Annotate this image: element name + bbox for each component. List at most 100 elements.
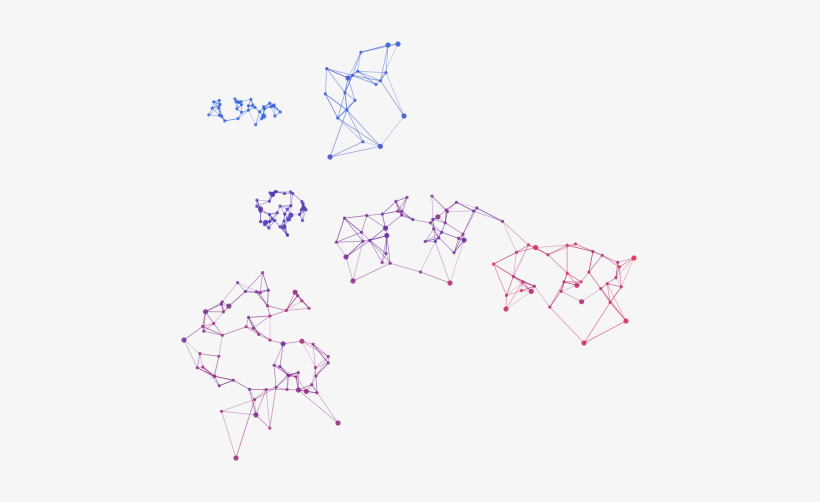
network-edge [441, 222, 446, 233]
network-node [314, 374, 318, 378]
network-edge [381, 210, 399, 215]
network-edge [395, 196, 408, 202]
network-edge [462, 207, 478, 235]
network-edge [615, 277, 622, 288]
network-edge [347, 77, 356, 101]
network-edge [290, 193, 294, 207]
network-edge [237, 282, 246, 292]
network-node [280, 341, 286, 347]
network-edge [249, 388, 257, 416]
network-edge [247, 109, 257, 126]
network-edge [366, 213, 383, 216]
network-node [431, 217, 435, 221]
network-node [475, 206, 479, 210]
network-edge [285, 291, 296, 311]
network-edge [549, 290, 562, 308]
network-node [289, 204, 293, 208]
network-edge [199, 353, 204, 368]
network-edge [535, 244, 568, 248]
network-node [359, 50, 363, 54]
network-node [267, 212, 272, 217]
network-node [258, 209, 263, 213]
network-edge [203, 330, 223, 336]
network-node [272, 363, 276, 367]
network-node [267, 199, 271, 203]
network-edge [385, 214, 403, 229]
network-edge [424, 228, 435, 242]
network-edge [252, 327, 271, 341]
network-edge [534, 285, 551, 308]
network-node [511, 274, 515, 279]
network-edge [202, 325, 223, 336]
network-node [207, 113, 211, 117]
network-node [500, 219, 505, 223]
network-node [394, 199, 398, 203]
network-edge [335, 217, 345, 243]
network-edge [606, 283, 622, 288]
network-edge [326, 68, 353, 76]
network-node [258, 110, 262, 114]
network-edge [473, 210, 503, 222]
network-edge [575, 243, 603, 256]
network-edge [386, 235, 391, 264]
network-edge [312, 343, 329, 364]
network-node [599, 287, 603, 291]
network-edge [297, 389, 339, 424]
network-edge [285, 295, 299, 311]
network-edge [352, 75, 381, 82]
network-edge [433, 228, 440, 239]
network-node [267, 226, 271, 230]
network-edge [505, 281, 524, 310]
network-edge [444, 222, 464, 235]
network-edge [218, 379, 234, 387]
network-node [548, 305, 552, 309]
network-node [278, 225, 282, 229]
network-edge [434, 241, 451, 284]
network-edge [502, 220, 529, 246]
network-node [443, 221, 447, 225]
network-node [257, 332, 261, 337]
network-edge [273, 343, 284, 366]
network-node [400, 213, 404, 217]
network-node [281, 224, 287, 230]
network-edge [199, 353, 220, 357]
network-edge [265, 389, 271, 429]
network-edge [285, 307, 310, 311]
network-node [202, 309, 209, 315]
network-edge [588, 271, 602, 290]
network-edge [329, 141, 364, 158]
network-node [285, 387, 289, 392]
network-edge [588, 254, 603, 273]
network-edge [424, 231, 443, 242]
network-node [311, 342, 315, 346]
network-edge [203, 322, 215, 332]
network-edge [438, 237, 455, 254]
network-node [278, 365, 282, 369]
network-edge [401, 214, 414, 221]
network-node [532, 284, 537, 288]
network-node [282, 191, 287, 196]
network-edge [345, 240, 371, 258]
network-node [303, 388, 309, 394]
network-node [288, 212, 294, 218]
network-edge [476, 207, 503, 222]
network-edge [615, 257, 635, 279]
network-node [181, 337, 187, 343]
network-edge [453, 233, 464, 254]
network-edge [196, 353, 201, 369]
network-node [440, 230, 444, 234]
network-node [269, 105, 273, 109]
network-edge [183, 339, 198, 369]
network-node [359, 230, 364, 234]
network-node [559, 289, 563, 293]
network-edge [311, 384, 318, 394]
network-edge [506, 290, 522, 296]
network-node [247, 387, 252, 391]
network-edge [221, 326, 247, 336]
network-node [378, 79, 383, 83]
network-node [326, 354, 330, 359]
network-edge [618, 257, 635, 268]
network-edge [369, 240, 391, 264]
network-node [313, 366, 317, 370]
network-node [270, 217, 274, 221]
